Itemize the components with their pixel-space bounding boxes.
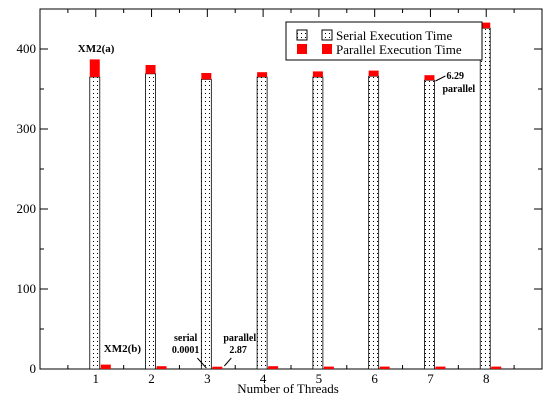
- annotation-arrow-serial: [196, 357, 207, 369]
- annotation-xm2b: XM2(b): [104, 343, 142, 355]
- serial-bar-xm2a: [89, 76, 101, 370]
- x-tick-label: 6: [371, 371, 378, 386]
- annotation-parallel-value-b: 2.87: [229, 345, 247, 356]
- annotation-parallel-word-b: parallel: [223, 333, 256, 344]
- plot-border: [39, 8, 543, 370]
- annotation-parallel-word-a: parallel: [442, 84, 475, 95]
- y-tick-label: 300: [17, 121, 37, 136]
- parallel-bar-xm2b: [491, 366, 502, 369]
- bars: [89, 22, 502, 370]
- parallel-bar-xm2a: [480, 22, 491, 29]
- parallel-bar-xm2b: [212, 366, 223, 369]
- x-tick-label: 5: [316, 371, 323, 386]
- annotation-xm2a: XM2(a): [78, 43, 115, 55]
- legend-box: [285, 21, 483, 61]
- parallel-bar-xm2a: [312, 71, 323, 77]
- annotation-arrow-parallel-a: [435, 75, 446, 82]
- serial-bar-xm2a: [312, 76, 324, 370]
- y-axis: 0 100 200 300 400: [17, 41, 542, 376]
- y-tick-label: 100: [17, 281, 37, 296]
- x-axis: 1 2 3 4 5 6 7 8: [67, 9, 515, 386]
- annotation-serial-value: 0.0001: [172, 345, 200, 356]
- legend-label-parallel: Parallel Execution Time: [336, 42, 462, 57]
- serial-bar-xm2a: [424, 79, 435, 370]
- parallel-bar-xm2a: [89, 59, 100, 77]
- x-tick-label: 1: [93, 371, 100, 386]
- serial-bar-xm2a: [479, 27, 491, 370]
- annotation-parallel-value-a: 6.29: [446, 71, 464, 82]
- legend: Serial Execution Time Parallel Execution…: [285, 21, 483, 61]
- x-axis-title: Number of Threads: [237, 381, 339, 396]
- parallel-bar-xm2b: [323, 366, 334, 369]
- annotation-serial-word: serial: [174, 333, 198, 344]
- serial-bar-xm2a: [200, 79, 212, 370]
- annotations: XM2(a)XM2(b)serial0.0001parallel2.876.29…: [78, 43, 475, 369]
- legend-swatch-parallel-2: [322, 44, 332, 54]
- parallel-bar-xm2b: [379, 366, 390, 369]
- parallel-bar-xm2a: [257, 72, 268, 77]
- parallel-bar-xm2a: [368, 70, 379, 77]
- parallel-bar-xm2a: [145, 65, 156, 74]
- parallel-bar-xm2b: [435, 366, 446, 369]
- serial-bar-xm2a: [256, 76, 268, 370]
- parallel-bar-xm2b: [100, 364, 111, 369]
- x-tick-label: 3: [204, 371, 211, 386]
- serial-bar-xm2a: [145, 73, 156, 370]
- y-tick-label: 0: [30, 361, 37, 376]
- parallel-bar-xm2a: [424, 75, 435, 81]
- x-tick-label: 4: [260, 371, 267, 386]
- x-tick-label: 8: [483, 371, 490, 386]
- y-tick-label: 200: [17, 201, 37, 216]
- x-tick-label: 2: [148, 371, 155, 386]
- parallel-bar-xm2b: [268, 366, 279, 369]
- x-tick-label: 7: [427, 371, 434, 386]
- legend-swatch-parallel-1: [297, 44, 307, 54]
- parallel-bar-xm2a: [201, 73, 212, 80]
- plot-frame: [39, 8, 543, 370]
- legend-label-serial: Serial Execution Time: [336, 28, 453, 43]
- y-tick-label: 400: [17, 41, 37, 56]
- serial-bar-xm2a: [368, 75, 380, 370]
- annotation-arrow-parallel-b: [223, 357, 232, 367]
- parallel-bar-xm2b: [156, 366, 167, 369]
- legend-swatch-serial-2: [321, 29, 333, 41]
- legend-swatch-serial-1: [296, 29, 308, 41]
